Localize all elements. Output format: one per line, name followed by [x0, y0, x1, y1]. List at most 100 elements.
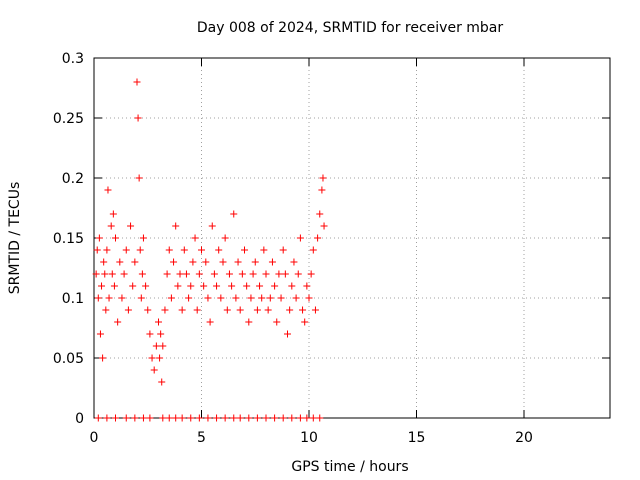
x-tick-label: 20: [515, 430, 533, 446]
y-tick-label: 0.2: [62, 171, 84, 187]
data-point: [129, 282, 137, 290]
data-point: [217, 294, 225, 302]
data-point: [107, 222, 115, 230]
data-point: [167, 294, 175, 302]
data-point: [275, 270, 283, 278]
data-point: [277, 294, 285, 302]
data-point: [174, 282, 182, 290]
data-point: [156, 354, 164, 362]
data-point: [296, 414, 304, 422]
x-tick-label: 10: [300, 430, 318, 446]
data-point: [319, 174, 327, 182]
data-point: [260, 246, 268, 254]
data-point: [316, 414, 324, 422]
data-point: [178, 414, 186, 422]
data-point: [268, 258, 276, 266]
data-point: [118, 294, 126, 302]
data-point: [208, 222, 216, 230]
y-tick-label: 0.25: [53, 111, 84, 127]
x-axis-label: GPS time / hours: [291, 459, 408, 475]
data-point: [142, 282, 150, 290]
data-point: [198, 246, 205, 254]
data-point: [230, 414, 238, 422]
data-point: [96, 330, 104, 338]
data-point: [288, 282, 296, 290]
data-point: [102, 306, 110, 314]
data-point: [161, 306, 169, 314]
data-point: [116, 258, 124, 266]
data-point: [122, 246, 130, 254]
data-point: [137, 294, 145, 302]
y-tick-label: 0: [75, 411, 84, 427]
data-point: [249, 270, 257, 278]
data-point: [114, 318, 122, 326]
data-point: [279, 246, 287, 254]
data-point: [94, 414, 102, 422]
y-tick-label: 0.1: [62, 291, 84, 307]
x-tick-label: 0: [90, 430, 99, 446]
data-point: [225, 270, 233, 278]
data-point: [296, 234, 304, 242]
data-point: [98, 282, 106, 290]
data-point: [294, 270, 302, 278]
data-point: [311, 306, 319, 314]
data-point: [195, 270, 203, 278]
data-point: [163, 270, 171, 278]
data-point: [292, 294, 300, 302]
data-point: [189, 258, 197, 266]
data-point: [219, 258, 227, 266]
x-tick-label: 15: [408, 430, 426, 446]
data-point: [146, 330, 154, 338]
data-point: [290, 258, 298, 266]
data-point: [146, 414, 154, 422]
data-point: [299, 306, 307, 314]
data-point: [206, 318, 214, 326]
data-point: [288, 414, 296, 422]
data-point: [262, 414, 270, 422]
data-point: [234, 258, 242, 266]
data-point: [138, 270, 146, 278]
data-point: [215, 246, 223, 254]
data-point: [253, 414, 261, 422]
data-point: [200, 282, 208, 290]
data-point: [159, 342, 167, 350]
data-point: [318, 186, 326, 194]
data-point: [228, 282, 236, 290]
data-point: [223, 306, 231, 314]
axis-ticks: 0 0.05 0.1 0.15 0.2 0.25 0.3 0 5 10 15 20: [53, 51, 610, 446]
data-point: [127, 222, 135, 230]
data-point: [320, 222, 328, 230]
data-point: [180, 246, 188, 254]
data-point: [258, 294, 266, 302]
data-point: [172, 222, 180, 230]
data-point: [236, 414, 244, 422]
data-point: [236, 306, 244, 314]
data-point: [148, 354, 156, 362]
data-point: [120, 270, 128, 278]
data-point: [213, 282, 221, 290]
data-point: [144, 306, 152, 314]
data-point: [172, 414, 180, 422]
data-point: [139, 414, 147, 422]
data-point: [131, 258, 139, 266]
data-point: [309, 414, 317, 422]
data-point: [281, 270, 289, 278]
data-point: [187, 282, 195, 290]
data-point: [94, 294, 102, 302]
data-point: [152, 342, 160, 350]
data-point: [103, 246, 111, 254]
chart-title: Day 008 of 2024, SRMTID for receiver mba…: [197, 20, 504, 36]
data-point: [109, 210, 117, 218]
data-point: [92, 270, 100, 278]
data-point: [108, 270, 116, 278]
data-point: [232, 294, 240, 302]
data-point: [105, 294, 113, 302]
data-point: [93, 246, 101, 254]
data-point: [221, 414, 229, 422]
data-point: [187, 414, 195, 422]
data-point: [165, 414, 173, 422]
data-point: [135, 174, 143, 182]
data-point: [103, 414, 111, 422]
data-point: [303, 282, 311, 290]
data-point: [262, 270, 270, 278]
